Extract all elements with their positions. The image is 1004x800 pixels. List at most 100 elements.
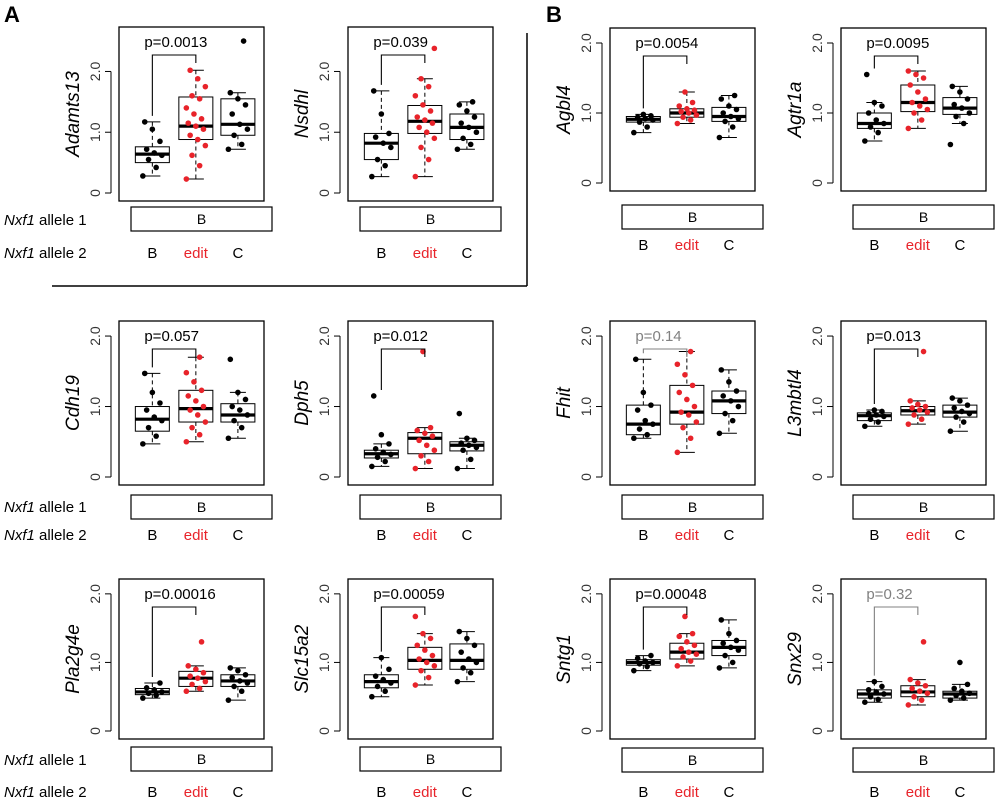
data-point <box>951 405 957 411</box>
data-point <box>642 658 649 664</box>
data-point <box>471 114 478 120</box>
data-point <box>682 613 688 620</box>
data-point <box>966 410 973 417</box>
data-point <box>636 426 643 432</box>
data-point <box>458 440 465 446</box>
allele2-label-edit: edit <box>184 527 209 544</box>
data-point <box>193 398 199 404</box>
data-point <box>194 675 201 681</box>
data-point <box>918 117 925 123</box>
data-point <box>183 438 190 445</box>
data-point <box>905 68 912 74</box>
allele1-strip <box>621 747 764 773</box>
data-point <box>875 696 881 703</box>
data-point <box>157 680 163 686</box>
data-point <box>648 402 654 408</box>
allele2-label-B: B <box>376 527 386 544</box>
data-point <box>414 114 421 120</box>
data-point <box>386 130 392 137</box>
data-point <box>716 665 723 671</box>
series-edit <box>178 67 214 182</box>
data-point <box>388 144 394 151</box>
y-tick-label: 2.0 <box>809 326 825 346</box>
data-point <box>916 688 923 695</box>
y-tick-label: 2.0 <box>87 326 103 346</box>
data-point <box>684 106 690 112</box>
data-point <box>425 156 432 163</box>
data-point <box>718 367 725 373</box>
allele1-value: B <box>688 209 697 225</box>
pvalue-bracket <box>642 55 688 109</box>
data-point <box>416 437 422 444</box>
gene-label: Snx29 <box>785 632 806 686</box>
allele1-strip <box>852 494 995 520</box>
data-point <box>225 146 232 153</box>
y-tick-label: 0 <box>578 179 594 187</box>
y-tick-label: 0 <box>316 727 332 735</box>
data-point <box>466 656 472 662</box>
data-point <box>924 106 931 113</box>
y-tick-label: 1.0 <box>809 397 825 417</box>
y-tick-label: 2.0 <box>809 584 825 604</box>
allele1-value: B <box>919 209 928 225</box>
allele2-label-edit: edit <box>413 784 438 800</box>
data-point <box>145 690 152 697</box>
data-point <box>687 348 694 355</box>
y-tick-label: 2.0 <box>578 584 594 604</box>
data-point <box>960 120 967 127</box>
y-tick-label: 0 <box>87 189 103 197</box>
series-edit <box>900 68 936 132</box>
data-point <box>374 156 381 163</box>
gene-label: Sntg1 <box>554 634 575 684</box>
data-point <box>687 658 694 664</box>
data-point <box>693 419 700 425</box>
y-tick-label: 1.0 <box>316 397 332 417</box>
allele2-label-C: C <box>954 784 965 800</box>
plot-frame <box>609 320 756 486</box>
data-point <box>720 110 726 116</box>
data-point <box>454 678 461 685</box>
data-point <box>229 403 235 410</box>
data-point <box>196 162 203 169</box>
data-point <box>644 124 650 130</box>
data-point <box>244 680 251 686</box>
data-point <box>460 135 466 142</box>
data-point <box>157 138 163 145</box>
data-point <box>691 642 698 649</box>
y-tick-label: 2.0 <box>87 62 103 82</box>
data-point <box>431 663 438 669</box>
data-point <box>231 132 237 139</box>
data-point <box>427 108 434 114</box>
y-tick-label: 1.0 <box>87 397 103 417</box>
data-point <box>920 348 927 355</box>
allele1-strip <box>130 746 273 772</box>
plot-frame <box>609 578 756 740</box>
data-point <box>157 400 163 406</box>
y-tick-label: 0 <box>809 179 825 187</box>
data-point <box>957 89 963 95</box>
data-point <box>386 441 392 447</box>
data-point <box>196 685 203 692</box>
data-point <box>674 449 681 456</box>
data-point <box>680 654 686 660</box>
series-C <box>449 628 485 685</box>
data-point <box>235 667 241 674</box>
chart-panel-agtr1a: 0 1.0 2.0 Agtr1a p=0.0095 B B edit C <box>785 27 995 254</box>
allele2-label-edit: edit <box>675 784 700 800</box>
pvalue-label: p=0.039 <box>373 34 428 51</box>
data-point <box>907 82 914 88</box>
data-point <box>225 697 232 703</box>
allele1-value: B <box>197 499 206 515</box>
series-edit <box>669 613 705 669</box>
data-point <box>423 442 430 449</box>
data-point <box>959 688 965 695</box>
data-point <box>431 135 438 142</box>
data-point <box>909 99 915 106</box>
data-point <box>949 83 956 90</box>
data-point <box>240 38 247 44</box>
data-point <box>198 639 205 645</box>
data-point <box>229 674 235 681</box>
data-point <box>648 113 654 119</box>
allele2-label-B: B <box>376 245 386 262</box>
data-point <box>202 419 209 425</box>
